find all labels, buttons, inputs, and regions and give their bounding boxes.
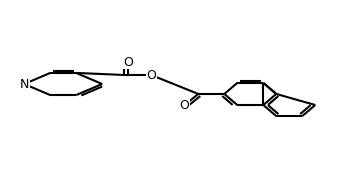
Text: N: N — [20, 78, 29, 90]
Text: O: O — [179, 99, 189, 112]
Text: O: O — [147, 69, 157, 82]
Text: O: O — [123, 56, 133, 69]
